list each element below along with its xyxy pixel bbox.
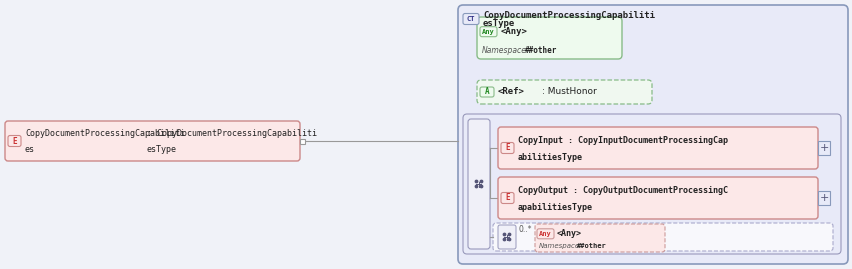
Text: <Any>: <Any> — [556, 229, 581, 238]
Text: : MustHonor: : MustHonor — [541, 87, 596, 97]
FancyBboxPatch shape — [8, 136, 21, 147]
Text: Any: Any — [538, 231, 551, 237]
Text: esType: esType — [147, 145, 176, 154]
FancyBboxPatch shape — [5, 121, 300, 161]
Text: CopyDocumentProcessingCapabiliti: CopyDocumentProcessingCapabiliti — [25, 129, 185, 138]
Text: CopyOutput : CopyOutputDocumentProcessingC: CopyOutput : CopyOutputDocumentProcessin… — [517, 186, 727, 195]
Text: Namespace: Namespace — [481, 46, 527, 55]
Text: <Any>: <Any> — [500, 27, 527, 36]
FancyBboxPatch shape — [534, 224, 665, 252]
Text: E: E — [504, 143, 509, 153]
Text: CopyDocumentProcessingCapabiliti: CopyDocumentProcessingCapabiliti — [482, 10, 654, 19]
FancyBboxPatch shape — [537, 229, 553, 239]
FancyBboxPatch shape — [498, 225, 515, 249]
Circle shape — [480, 180, 482, 183]
FancyBboxPatch shape — [498, 127, 817, 169]
FancyBboxPatch shape — [480, 87, 493, 97]
Text: E: E — [504, 193, 509, 203]
FancyBboxPatch shape — [498, 177, 817, 219]
FancyBboxPatch shape — [480, 27, 497, 37]
FancyBboxPatch shape — [463, 13, 479, 24]
Text: apabilitiesType: apabilitiesType — [517, 203, 592, 212]
Circle shape — [480, 185, 482, 188]
Circle shape — [503, 238, 505, 241]
Text: ##other: ##other — [524, 46, 556, 55]
Text: +: + — [819, 143, 827, 153]
Text: 0..*: 0..* — [518, 225, 532, 235]
FancyBboxPatch shape — [476, 17, 621, 59]
Bar — [817, 141, 829, 155]
FancyBboxPatch shape — [500, 193, 514, 204]
Text: <Ref>: <Ref> — [498, 87, 524, 97]
Text: es: es — [25, 145, 35, 154]
Circle shape — [475, 180, 477, 183]
Text: +: + — [819, 193, 827, 203]
FancyBboxPatch shape — [500, 143, 514, 154]
Text: : CopyDocumentProcessingCapabiliti: : CopyDocumentProcessingCapabiliti — [147, 129, 316, 138]
Bar — [300, 139, 305, 143]
Text: esType: esType — [482, 19, 515, 27]
Text: CopyInput : CopyInputDocumentProcessingCap: CopyInput : CopyInputDocumentProcessingC… — [517, 136, 727, 145]
Text: abilitiesType: abilitiesType — [517, 153, 582, 162]
Bar — [817, 191, 829, 205]
Circle shape — [503, 233, 505, 236]
Circle shape — [508, 233, 510, 236]
Circle shape — [475, 185, 477, 188]
Circle shape — [508, 238, 510, 241]
Text: ##other: ##other — [576, 243, 606, 249]
FancyBboxPatch shape — [463, 114, 840, 254]
Text: Any: Any — [481, 29, 494, 35]
Text: E: E — [12, 136, 17, 146]
FancyBboxPatch shape — [492, 223, 832, 251]
FancyBboxPatch shape — [468, 119, 489, 249]
Text: A: A — [484, 87, 489, 97]
Text: CT: CT — [466, 16, 475, 22]
FancyBboxPatch shape — [476, 80, 651, 104]
Text: Namespace: Namespace — [538, 243, 579, 249]
FancyBboxPatch shape — [458, 5, 847, 264]
